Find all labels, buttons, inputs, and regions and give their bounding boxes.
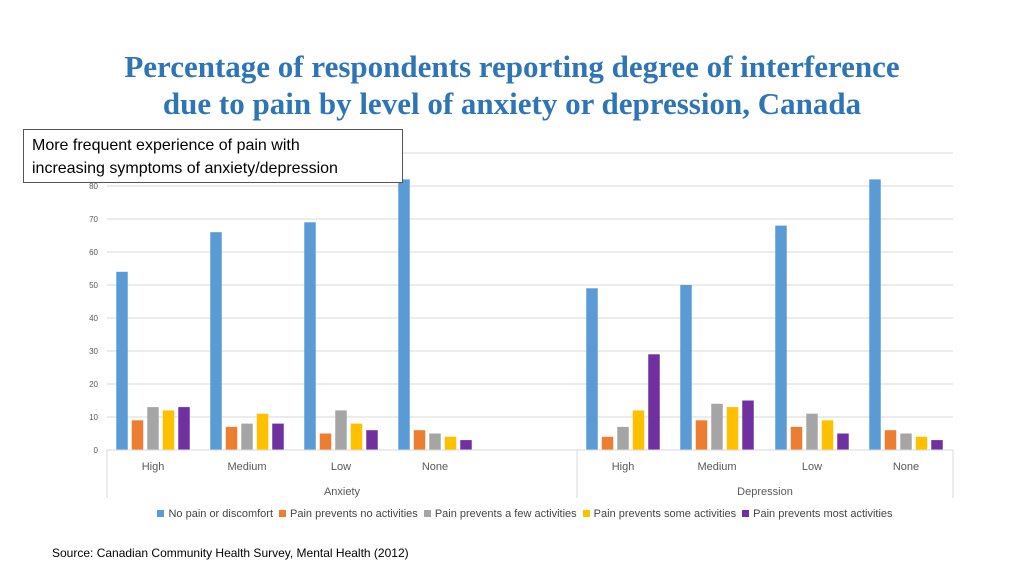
annotation-line-1: More frequent experience of pain with <box>32 137 300 154</box>
legend-swatch <box>742 509 750 517</box>
legend-label: Pain prevents most activities <box>753 508 893 520</box>
chart-title-line-2: due to pain by level of anxiety or depre… <box>162 86 862 121</box>
legend-item: Pain prevents no activities <box>279 508 418 520</box>
bar <box>350 423 363 450</box>
y-tick-label: 80 <box>89 182 98 191</box>
bar <box>147 407 159 450</box>
y-tick-label: 50 <box>89 281 98 290</box>
legend-item: Pain prevents a few activities <box>423 508 577 520</box>
bar <box>256 413 269 450</box>
x-category-label: None <box>422 461 448 473</box>
bar <box>617 426 629 450</box>
bar <box>586 288 598 450</box>
legend-swatch <box>423 509 431 517</box>
legend-item: No pain or discomfort <box>157 508 273 520</box>
x-category-label: Medium <box>227 461 266 473</box>
x-category-label: None <box>893 461 919 473</box>
legend-item: Pain prevents some activities <box>582 508 737 520</box>
bar <box>131 420 144 450</box>
chart-legend: No pain or discomfort Pain prevents no ac… <box>0 508 1024 520</box>
y-tick-label: 60 <box>89 248 98 257</box>
bar <box>869 179 881 450</box>
legend-item: Pain prevents most activities <box>742 508 893 520</box>
y-tick-label: 70 <box>89 215 98 224</box>
chart-title-line-1: Percentage of respondents reporting degr… <box>124 49 900 84</box>
legend-label: Pain prevents no activities <box>290 508 418 520</box>
bar <box>116 271 128 450</box>
bar <box>319 433 332 450</box>
bar <box>821 420 834 450</box>
bar <box>648 354 660 450</box>
bar <box>444 436 457 450</box>
x-category-label: High <box>142 461 165 473</box>
annotation-line-2: increasing symptoms of anxiety/depressio… <box>32 160 338 177</box>
bar <box>225 426 238 450</box>
bar <box>335 410 347 450</box>
bar <box>726 407 739 450</box>
bar <box>210 232 222 450</box>
x-category-label: Low <box>331 461 351 473</box>
legend-swatch <box>157 509 165 517</box>
legend-swatch <box>582 509 590 517</box>
bar <box>601 436 614 450</box>
x-category-label: Medium <box>697 461 736 473</box>
bar <box>429 433 441 450</box>
legend-label: Pain prevents some activities <box>593 508 737 520</box>
bar <box>162 410 175 450</box>
bar <box>680 285 692 450</box>
bar <box>742 400 754 450</box>
x-group-label: Depression <box>737 486 793 498</box>
bar <box>884 430 897 450</box>
y-tick-label: 0 <box>94 446 99 455</box>
legend-label: No pain or discomfort <box>168 508 274 520</box>
bar <box>632 410 645 450</box>
bar <box>178 407 190 450</box>
annotation-callout: More frequent experience of pain with in… <box>23 129 403 183</box>
bar <box>241 423 253 450</box>
bar <box>790 426 803 450</box>
bar <box>366 430 378 450</box>
bar <box>931 440 943 450</box>
bar <box>900 433 912 450</box>
y-tick-label: 20 <box>89 380 98 389</box>
y-tick-label: 40 <box>89 314 98 323</box>
bar <box>775 225 787 450</box>
bar <box>711 403 723 450</box>
x-group-label: Anxiety <box>324 486 361 498</box>
bar <box>806 413 818 450</box>
bar <box>304 222 316 450</box>
bar <box>915 436 928 450</box>
bar <box>460 440 472 450</box>
bar <box>837 433 849 450</box>
chart-title: Percentage of respondents reporting degr… <box>0 48 1024 122</box>
source-note: Source: Canadian Community Health Survey… <box>52 546 409 560</box>
legend-label: Pain prevents a few activities <box>434 508 577 520</box>
y-tick-label: 30 <box>89 347 98 356</box>
x-category-label: Low <box>802 461 822 473</box>
bar <box>272 423 284 450</box>
bar <box>413 430 426 450</box>
x-category-label: High <box>612 461 635 473</box>
y-tick-label: 10 <box>89 413 98 422</box>
bar <box>398 179 410 450</box>
bar <box>695 420 708 450</box>
legend-swatch <box>279 509 287 517</box>
